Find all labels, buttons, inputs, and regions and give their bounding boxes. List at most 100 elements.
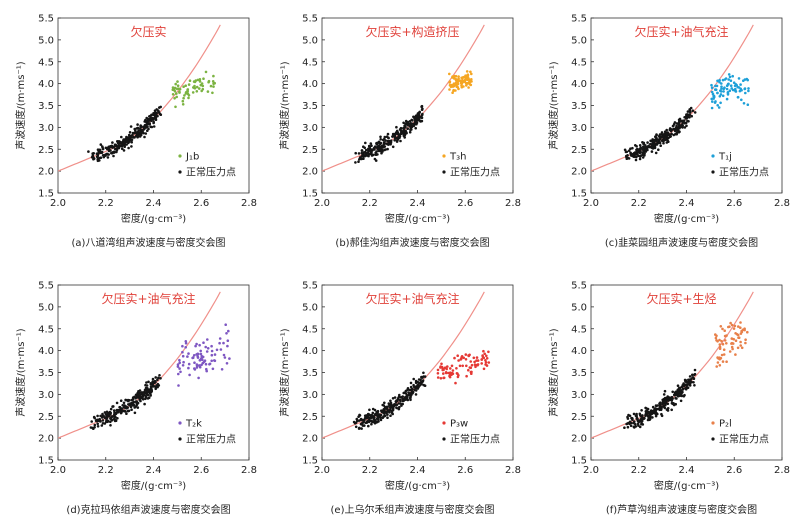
overpressure-point xyxy=(449,367,452,370)
overpressure-point xyxy=(725,342,728,345)
normal-point xyxy=(641,156,645,159)
x-axis-label: 密度/(g·cm⁻³) xyxy=(654,212,719,225)
overpressure-point xyxy=(717,106,721,109)
overpressure-point xyxy=(182,96,185,100)
normal-point xyxy=(368,145,372,149)
overpressure-point xyxy=(181,364,185,367)
normal-point xyxy=(143,127,146,130)
overpressure-point xyxy=(222,341,225,345)
normal-point xyxy=(144,383,147,387)
normal-point xyxy=(649,410,652,414)
overpressure-point xyxy=(176,363,180,366)
overpressure-point xyxy=(208,362,212,366)
overpressure-point xyxy=(739,326,742,330)
normal-point xyxy=(403,396,407,399)
normal-point xyxy=(643,146,646,149)
normal-point xyxy=(642,417,646,421)
normal-point xyxy=(136,134,139,137)
x-tick-label: 2.2 xyxy=(362,198,378,209)
normal-point xyxy=(121,404,124,407)
normal-point xyxy=(676,384,680,388)
overpressure-point xyxy=(225,362,229,365)
normal-point xyxy=(420,108,424,111)
normal-point xyxy=(144,118,147,122)
overpressure-point xyxy=(186,92,190,96)
normal-point xyxy=(111,141,114,144)
x-tick-label: 2.6 xyxy=(457,465,473,476)
x-tick-label: 2.2 xyxy=(631,198,647,209)
overpressure-point xyxy=(721,327,724,331)
overpressure-point xyxy=(447,371,450,375)
normal-point xyxy=(693,384,696,387)
normal-point xyxy=(646,145,649,149)
overpressure-point xyxy=(187,366,190,370)
normal-point xyxy=(650,150,654,153)
x-tick-label: 2.4 xyxy=(146,465,162,476)
normal-point xyxy=(125,143,128,146)
normal-point xyxy=(149,393,152,397)
normal-point xyxy=(122,149,126,152)
overpressure-point xyxy=(178,358,181,362)
overpressure-point xyxy=(730,345,734,349)
y-tick-label: 5.5 xyxy=(302,281,318,292)
legend-label-series: T₃h xyxy=(449,152,466,163)
normal-point xyxy=(387,409,391,412)
normal-point xyxy=(676,394,680,398)
x-axis-label: 密度/(g·cm⁻³) xyxy=(385,479,450,492)
normal-point xyxy=(101,147,105,151)
overpressure-point xyxy=(224,323,227,327)
y-tick-label: 4.0 xyxy=(302,79,318,90)
overpressure-point xyxy=(743,327,746,331)
normal-point xyxy=(114,419,117,422)
normal-point xyxy=(677,122,680,126)
overpressure-point xyxy=(726,91,730,94)
x-tick-label: 2.0 xyxy=(583,465,599,476)
overpressure-point xyxy=(454,74,458,78)
normal-point xyxy=(690,114,693,118)
normal-point xyxy=(395,130,399,134)
overpressure-point xyxy=(187,96,190,100)
normal-point xyxy=(666,402,670,406)
overpressure-point xyxy=(462,356,466,360)
chart-panel-c: 1.52.02.53.03.54.04.55.05.52.0 2.2 2.4 2.6 2… xyxy=(547,14,790,250)
normal-point xyxy=(409,385,413,389)
normal-point xyxy=(670,408,673,412)
overpressure-point xyxy=(436,376,440,379)
y-tick-label: 4.5 xyxy=(571,324,587,335)
normal-point xyxy=(663,132,666,136)
normal-point xyxy=(380,410,384,414)
plot-area xyxy=(322,291,491,439)
overpressure-point xyxy=(737,325,740,328)
y-tick-label: 4.5 xyxy=(571,57,587,68)
overpressure-point xyxy=(723,86,726,89)
normal-point xyxy=(389,401,393,405)
normal-point xyxy=(651,142,654,146)
normal-point xyxy=(376,414,379,418)
y-tick-label: 3.5 xyxy=(571,368,587,379)
overpressure-point xyxy=(199,349,202,353)
overpressure-point xyxy=(722,353,726,356)
overpressure-point xyxy=(172,88,176,91)
overpressure-point xyxy=(212,85,215,88)
normal-point xyxy=(641,423,645,426)
overpressure-point xyxy=(451,84,455,87)
overpressure-point xyxy=(714,333,717,336)
normal-point xyxy=(626,417,630,420)
y-tick-label: 2.0 xyxy=(38,167,54,178)
x-tick-label: 2.0 xyxy=(314,198,330,209)
normal-point xyxy=(358,414,362,417)
normal-point xyxy=(646,141,649,144)
normal-point xyxy=(684,387,688,391)
overpressure-point xyxy=(739,321,742,324)
normal-point xyxy=(369,142,373,145)
normal-point xyxy=(130,145,133,148)
overpressure-point xyxy=(729,79,733,82)
legend-swatch-normal xyxy=(178,170,182,174)
overpressure-point xyxy=(199,83,203,87)
normal-point xyxy=(682,120,685,123)
overpressure-point xyxy=(470,370,473,374)
legend-label-normal: 正常压力点 xyxy=(719,433,769,446)
overpressure-point xyxy=(210,359,213,363)
normal-point xyxy=(112,151,116,154)
normal-point xyxy=(155,108,158,111)
